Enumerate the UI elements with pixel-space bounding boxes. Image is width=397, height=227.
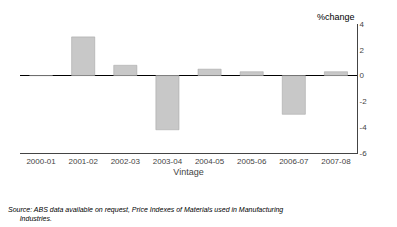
svg-text:Vintage: Vintage [173, 167, 203, 177]
svg-text:0: 0 [360, 71, 365, 80]
svg-text:Source: ABS data available on: Source: ABS data available on request, P… [8, 206, 283, 222]
svg-text:2001-02: 2001-02 [69, 157, 99, 166]
svg-text:2: 2 [360, 46, 365, 55]
svg-text:2005-06: 2005-06 [237, 157, 267, 166]
svg-text:2000-01: 2000-01 [26, 157, 56, 166]
svg-text:2004-05: 2004-05 [195, 157, 225, 166]
svg-text:2006-07: 2006-07 [279, 157, 309, 166]
svg-text:%change: %change [317, 12, 355, 22]
svg-text:4: 4 [360, 20, 365, 29]
svg-text:2007-08: 2007-08 [321, 157, 351, 166]
svg-text:2002-03: 2002-03 [111, 157, 141, 166]
svg-text:-2: -2 [360, 97, 368, 106]
svg-text:-4: -4 [360, 123, 368, 132]
svg-text:2003-04: 2003-04 [153, 157, 183, 166]
svg-text:-6: -6 [360, 149, 368, 158]
